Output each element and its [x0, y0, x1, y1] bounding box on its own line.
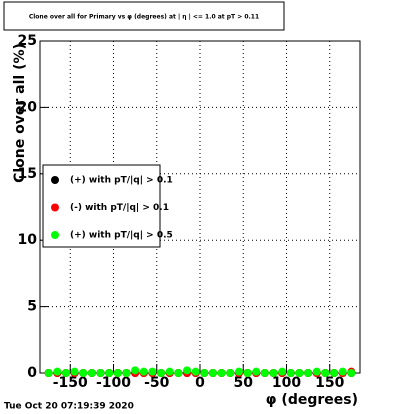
x-tick-label: -50: [144, 375, 170, 391]
y-axis-label: Clone over all (%): [12, 43, 28, 183]
y-tick-label: 15: [18, 166, 37, 182]
legend-label: (-) with pT/|q| > 0.1: [70, 203, 169, 213]
data-point: [286, 369, 295, 377]
data-point: [295, 369, 304, 377]
data-point: [113, 369, 122, 377]
data-point: [304, 369, 313, 377]
x-tick-label: -150: [53, 375, 88, 391]
data-point: [157, 369, 166, 377]
data-point: [183, 366, 192, 375]
data-point: [260, 369, 269, 377]
legend-label: (+) with pT/|q| > 0.1: [70, 176, 173, 186]
y-tick-label: 25: [18, 33, 37, 49]
timestamp: Tue Oct 20 07:19:39 2020: [4, 402, 134, 412]
data-point: [122, 369, 131, 377]
data-point: [165, 367, 174, 376]
legend-label: (+) with pT/|q| > 0.5: [70, 231, 173, 241]
title-box: [3, 1, 285, 31]
data-point: [278, 367, 287, 376]
x-tick-label: 50: [234, 375, 254, 391]
data-point: [174, 369, 183, 377]
y-tick-label: 5: [27, 299, 37, 315]
x-tick-label: 150: [315, 375, 344, 391]
data-point: [131, 366, 140, 375]
y-tick-label: 20: [18, 99, 38, 115]
data-point: [347, 369, 356, 377]
data-point: [148, 367, 157, 376]
data-point: [79, 369, 88, 377]
data-point: [312, 367, 321, 376]
data-point: [139, 367, 148, 376]
data-point: [53, 367, 62, 376]
data-point: [269, 369, 278, 377]
data-point: [191, 367, 200, 376]
data-point: [61, 369, 70, 377]
legend-marker: [51, 203, 59, 212]
data-point: [252, 367, 261, 376]
y-tick-label: 10: [18, 232, 38, 248]
data-point: [87, 369, 96, 377]
data-point: [217, 369, 226, 377]
data-point: [243, 369, 252, 377]
y-tick-label: 0: [27, 365, 37, 381]
data-point: [321, 369, 330, 377]
plot-border: [39, 40, 361, 374]
data-point: [200, 369, 209, 377]
data-point: [338, 367, 347, 376]
data-point: [44, 369, 53, 377]
data-point: [234, 367, 243, 376]
chart-title: Clone over all for Primary vs φ (degrees…: [29, 14, 259, 21]
legend-marker: [51, 231, 59, 239]
x-tick-label: 0: [195, 375, 205, 391]
data-point: [330, 369, 339, 377]
data-point: [96, 369, 105, 377]
x-tick-label: 100: [272, 375, 301, 391]
data-point: [208, 369, 217, 377]
data-point: [226, 369, 235, 377]
legend-box: [42, 164, 161, 248]
x-tick-label: -100: [96, 375, 131, 391]
data-point: [105, 369, 114, 377]
x-axis-label: φ (degrees): [266, 392, 358, 408]
legend-marker: [51, 176, 59, 184]
data-point: [70, 367, 79, 376]
